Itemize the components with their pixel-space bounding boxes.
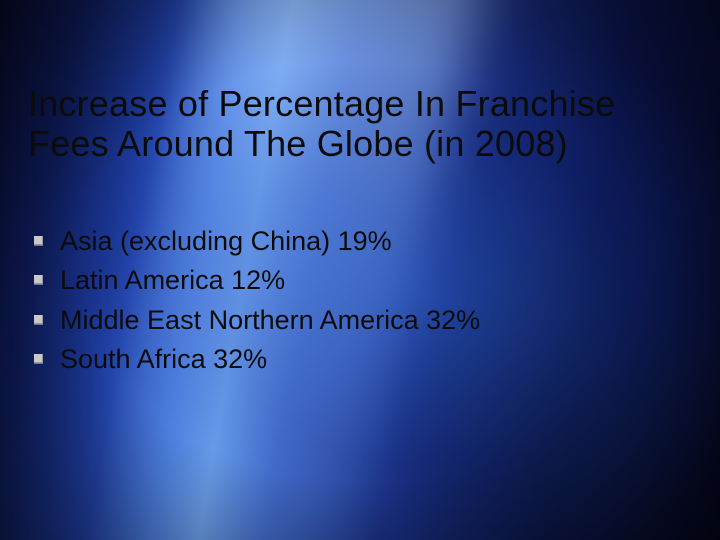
list-item: Asia (excluding China) 19%: [34, 222, 674, 260]
list-item: Latin America 12%: [34, 261, 674, 299]
list-item-text: South Africa 32%: [60, 340, 674, 378]
list-item-text: Middle East Northern America 32%: [60, 301, 674, 339]
list-item: Middle East Northern America 32%: [34, 301, 674, 339]
square-bullet-icon: [34, 236, 43, 245]
slide-content: Increase of Percentage In Franchise Fees…: [0, 0, 720, 540]
square-bullet-icon: [34, 315, 43, 324]
square-bullet-icon: [34, 275, 43, 284]
square-bullet-icon: [34, 354, 43, 363]
slide-title: Increase of Percentage In Franchise Fees…: [28, 84, 698, 165]
list-item-text: Asia (excluding China) 19%: [60, 222, 674, 260]
list-item-text: Latin America 12%: [60, 261, 674, 299]
bullet-list: Asia (excluding China) 19% Latin America…: [34, 222, 674, 379]
list-item: South Africa 32%: [34, 340, 674, 378]
